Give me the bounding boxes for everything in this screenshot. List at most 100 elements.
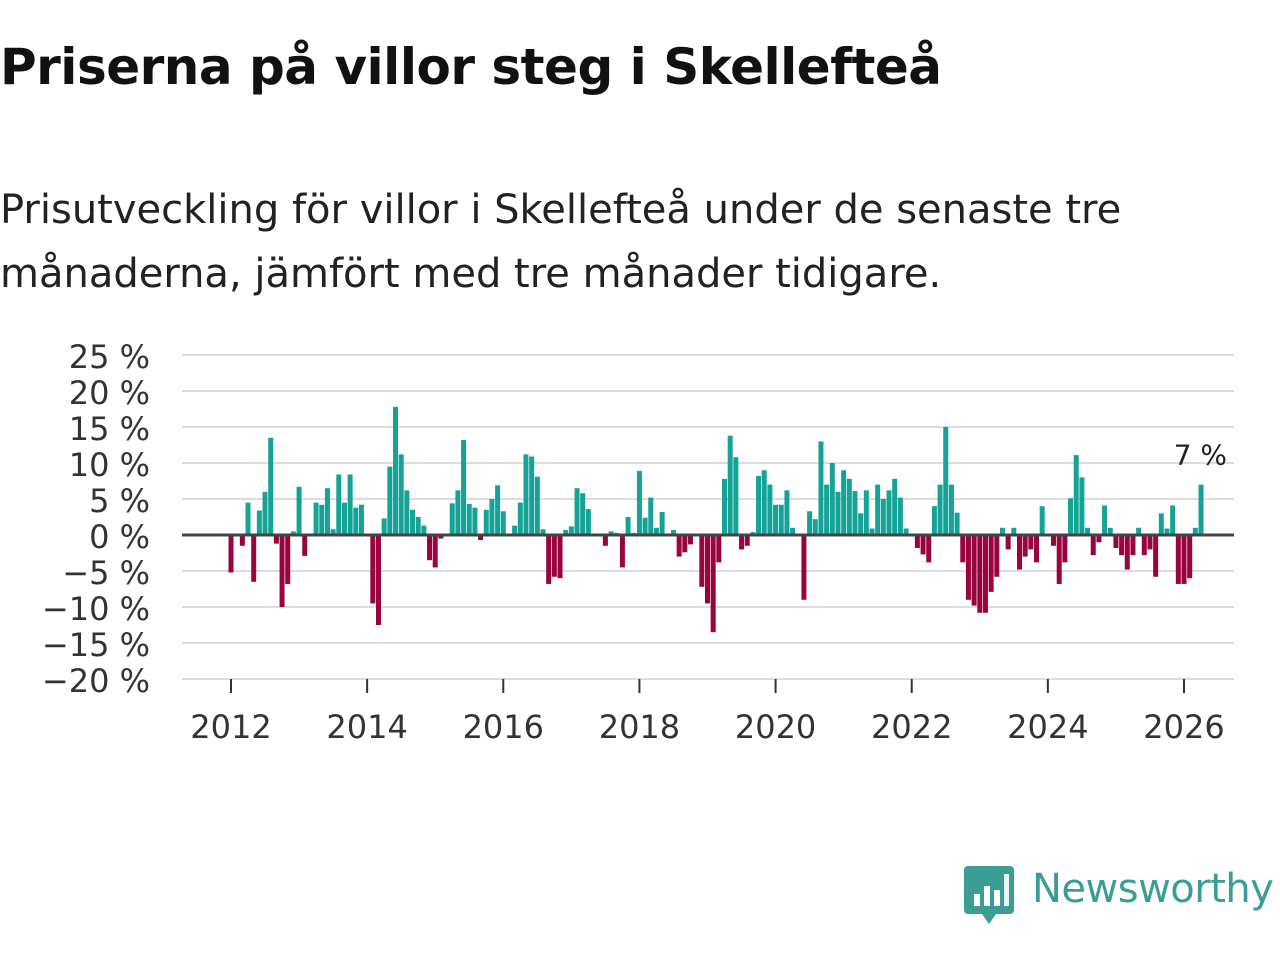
bar	[421, 525, 427, 535]
bar	[336, 474, 342, 535]
bar	[1022, 535, 1028, 557]
bar	[744, 535, 750, 546]
bar	[682, 535, 688, 553]
bar	[716, 535, 722, 563]
bar	[767, 484, 773, 535]
bar	[268, 437, 274, 535]
bar	[404, 490, 410, 535]
y-tick-label: 25 %	[69, 338, 150, 376]
bar	[1090, 535, 1096, 556]
bar	[1198, 484, 1204, 535]
bar	[1141, 535, 1147, 556]
y-tick-label: 0 %	[89, 518, 150, 556]
bar	[466, 504, 472, 535]
bar	[852, 491, 858, 535]
bar	[824, 484, 830, 535]
bar	[670, 529, 676, 535]
x-tick-label: 2026	[1143, 708, 1224, 746]
bar	[1187, 535, 1193, 579]
bar	[648, 497, 654, 535]
bar	[529, 456, 535, 535]
y-tick-label: 20 %	[69, 374, 150, 412]
bar	[1130, 535, 1136, 556]
bar	[330, 529, 336, 535]
bar	[523, 454, 529, 535]
bar	[778, 504, 784, 535]
bar	[393, 406, 399, 535]
bar	[1096, 535, 1102, 543]
bar	[994, 535, 1000, 577]
bar	[228, 535, 234, 573]
bar	[636, 470, 642, 535]
bar	[733, 457, 739, 535]
bar	[534, 476, 540, 535]
bar	[540, 529, 546, 535]
bar	[687, 535, 693, 545]
newsworthy-logo-icon	[964, 866, 1014, 924]
y-tick-label: −20 %	[42, 662, 150, 700]
bar	[841, 470, 847, 535]
bar	[1005, 535, 1011, 550]
bar	[517, 502, 523, 535]
bar	[574, 488, 580, 535]
bar	[1079, 477, 1085, 535]
bar	[897, 497, 903, 535]
bar	[319, 504, 325, 535]
bar	[557, 535, 563, 579]
x-tick-label: 2018	[599, 708, 680, 746]
bar	[1011, 527, 1017, 535]
bar	[387, 466, 393, 535]
bar	[1113, 535, 1119, 548]
bar	[398, 454, 404, 535]
bar	[245, 502, 251, 535]
bar	[353, 507, 359, 535]
bar	[931, 506, 937, 535]
bar	[710, 535, 716, 633]
bar	[659, 511, 665, 535]
bar	[324, 488, 330, 535]
brand-name: Newsworthy	[1032, 866, 1274, 912]
bar	[239, 535, 245, 546]
bar	[1073, 455, 1079, 535]
bar	[705, 535, 710, 604]
bar	[1119, 535, 1125, 556]
y-tick-label: −15 %	[42, 626, 150, 664]
price-change-chart: 25 %20 %15 %10 %5 %0 %−5 %−10 %−15 %−20 …	[42, 338, 1234, 746]
bar	[415, 517, 421, 535]
bar	[699, 535, 705, 587]
y-tick-label: 15 %	[69, 410, 150, 448]
bar	[943, 427, 949, 535]
bar	[1158, 513, 1164, 535]
bar	[1147, 535, 1153, 550]
bar	[1085, 527, 1091, 535]
bar	[1102, 505, 1108, 535]
bar	[1039, 506, 1045, 535]
bar	[1062, 535, 1068, 563]
bar	[988, 535, 994, 592]
bar	[472, 507, 478, 535]
bar	[965, 535, 971, 600]
bar	[1153, 535, 1159, 577]
x-tick-label: 2014	[326, 708, 407, 746]
y-tick-label: −5 %	[62, 554, 150, 592]
bar	[568, 526, 574, 535]
bar	[585, 509, 591, 535]
bar	[580, 493, 586, 535]
y-tick-label: 5 %	[89, 482, 150, 520]
bar	[1056, 535, 1062, 584]
brand-logo[interactable]: Newsworthy	[962, 862, 1280, 932]
bar	[722, 478, 728, 535]
bar	[438, 535, 444, 539]
bar	[1181, 535, 1187, 584]
bar	[410, 509, 416, 535]
bar	[914, 535, 920, 548]
bar	[619, 535, 625, 568]
bar	[512, 525, 518, 535]
bar	[302, 535, 308, 556]
bar	[341, 502, 347, 535]
bar	[563, 529, 569, 535]
bar	[1068, 498, 1074, 535]
bar	[1034, 535, 1040, 563]
bar	[903, 528, 909, 535]
bar	[807, 511, 813, 535]
